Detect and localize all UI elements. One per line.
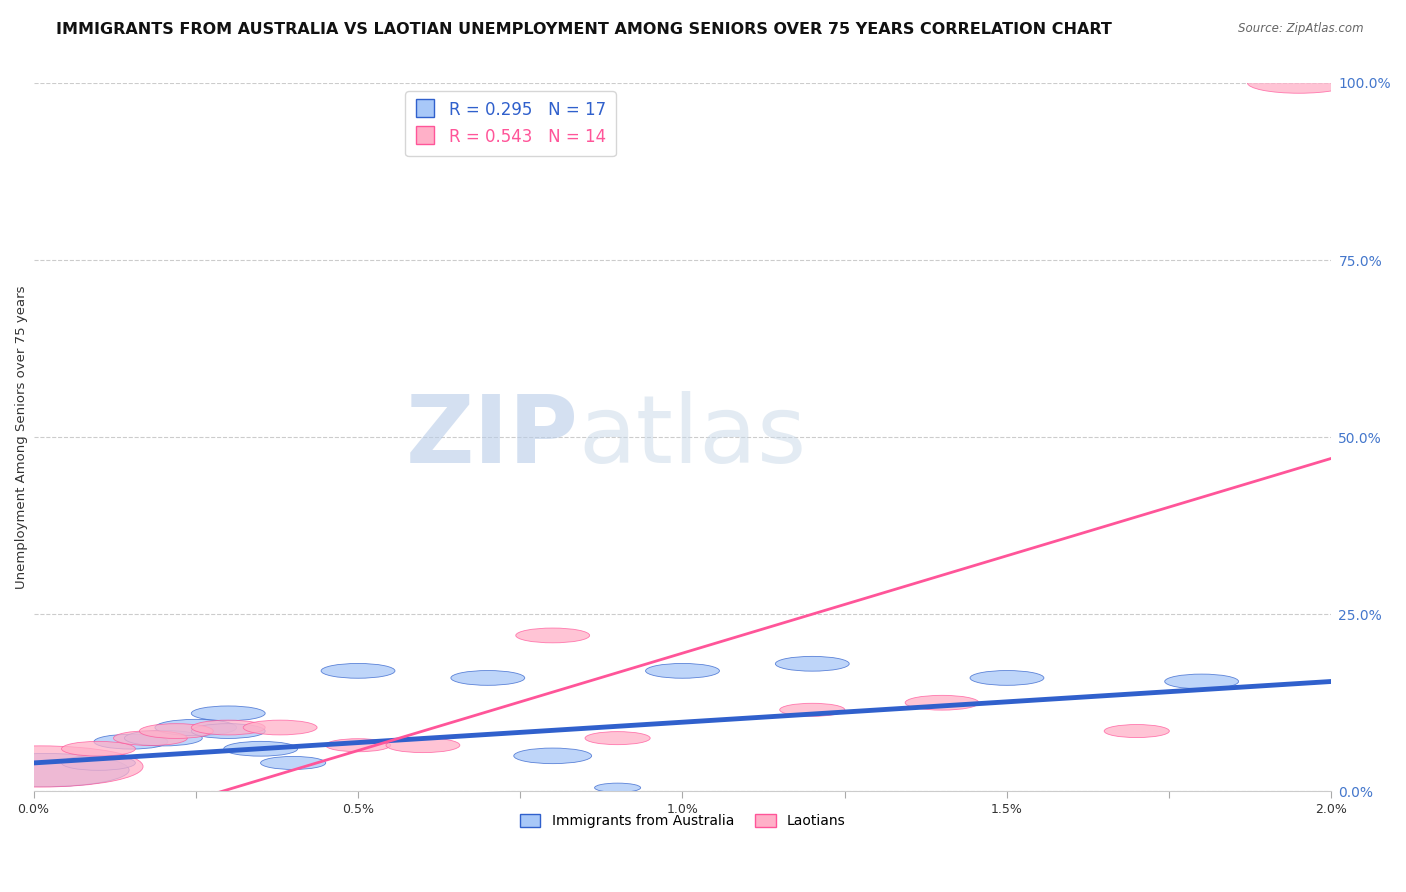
Text: ZIP: ZIP — [406, 391, 579, 483]
Text: IMMIGRANTS FROM AUSTRALIA VS LAOTIAN UNEMPLOYMENT AMONG SENIORS OVER 75 YEARS CO: IMMIGRANTS FROM AUSTRALIA VS LAOTIAN UNE… — [56, 22, 1112, 37]
Ellipse shape — [191, 706, 266, 721]
Ellipse shape — [0, 746, 143, 787]
Ellipse shape — [325, 739, 391, 752]
Ellipse shape — [321, 664, 395, 678]
Ellipse shape — [513, 748, 592, 764]
Ellipse shape — [905, 696, 979, 710]
Ellipse shape — [191, 720, 266, 735]
Ellipse shape — [260, 756, 326, 770]
Legend: Immigrants from Australia, Laotians: Immigrants from Australia, Laotians — [515, 809, 851, 834]
Ellipse shape — [62, 741, 135, 756]
Ellipse shape — [595, 783, 641, 792]
Ellipse shape — [1247, 72, 1351, 94]
Ellipse shape — [970, 671, 1043, 685]
Ellipse shape — [243, 720, 318, 735]
Ellipse shape — [114, 731, 187, 746]
Ellipse shape — [451, 671, 524, 685]
Ellipse shape — [139, 723, 214, 739]
Ellipse shape — [62, 756, 135, 771]
Ellipse shape — [585, 731, 650, 745]
Text: Source: ZipAtlas.com: Source: ZipAtlas.com — [1239, 22, 1364, 36]
Ellipse shape — [191, 723, 266, 739]
Y-axis label: Unemployment Among Seniors over 75 years: Unemployment Among Seniors over 75 years — [15, 285, 28, 589]
Ellipse shape — [0, 754, 129, 787]
Text: atlas: atlas — [579, 391, 807, 483]
Ellipse shape — [780, 703, 845, 716]
Ellipse shape — [645, 664, 720, 678]
Ellipse shape — [516, 628, 589, 643]
Ellipse shape — [1164, 674, 1239, 689]
Ellipse shape — [94, 734, 167, 749]
Ellipse shape — [775, 657, 849, 671]
Ellipse shape — [224, 741, 298, 756]
Ellipse shape — [124, 731, 202, 746]
Ellipse shape — [1104, 724, 1170, 738]
Ellipse shape — [155, 719, 236, 736]
Ellipse shape — [387, 738, 460, 753]
